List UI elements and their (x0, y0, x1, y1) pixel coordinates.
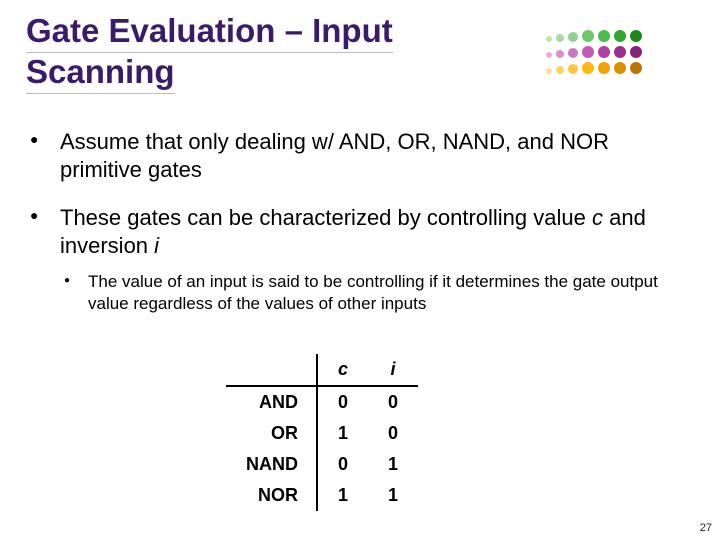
decorative-dot-matrix (544, 28, 694, 76)
table-body: AND 0 0 OR 1 0 NAND 0 1 NOR 1 1 (226, 386, 418, 511)
sub-bullet-list: The value of an input is said to be cont… (64, 271, 670, 315)
title-line-1: Gate Evaluation – Input (26, 12, 393, 53)
sub-bullet-1-text: The value of an input is said to be cont… (88, 272, 658, 313)
dot (630, 46, 642, 58)
dot (568, 64, 578, 74)
table-row: NOR 1 1 (226, 480, 418, 511)
cell-i: 0 (368, 386, 418, 418)
bullet-1-text: Assume that only dealing w/ AND, OR, NAN… (60, 129, 609, 182)
bullet-list: Assume that only dealing w/ AND, OR, NAN… (30, 128, 670, 315)
dot (614, 46, 626, 58)
dot-row (544, 60, 694, 76)
cell-c: 0 (317, 449, 368, 480)
content-area: Assume that only dealing w/ AND, OR, NAN… (30, 128, 670, 335)
dot (630, 62, 642, 74)
table-row: NAND 0 1 (226, 449, 418, 480)
table-header-i: i (368, 354, 418, 386)
dot (568, 32, 578, 42)
table-header-c: c (317, 354, 368, 386)
title-line-2: Scanning (26, 53, 175, 94)
bullet-2-var-i: i (154, 233, 159, 258)
cell-c: 1 (317, 418, 368, 449)
cell-i: 1 (368, 449, 418, 480)
dot (614, 62, 626, 74)
dot (546, 68, 552, 74)
cell-gate: NOR (226, 480, 317, 511)
dot (598, 62, 610, 74)
cell-i: 1 (368, 480, 418, 511)
dot (598, 30, 610, 42)
dot (546, 36, 552, 42)
dot (630, 30, 642, 42)
bullet-2-var-c: c (592, 205, 603, 230)
cell-c: 1 (317, 480, 368, 511)
dot (582, 62, 594, 74)
dot (556, 50, 564, 58)
table-header-blank (226, 354, 317, 386)
gate-table: c i AND 0 0 OR 1 0 NAND 0 1 NOR 1 (226, 354, 418, 511)
dot (598, 46, 610, 58)
sub-bullet-1: The value of an input is said to be cont… (64, 271, 670, 315)
dot (556, 34, 564, 42)
dot (556, 66, 564, 74)
cell-gate: AND (226, 386, 317, 418)
page-number: 27 (700, 522, 712, 534)
dot-row (544, 44, 694, 60)
table-header-row: c i (226, 354, 418, 386)
bullet-2-text-pre: These gates can be characterized by cont… (60, 205, 592, 230)
dot (614, 30, 626, 42)
slide-title: Gate Evaluation – Input Scanning (26, 12, 506, 94)
dot (568, 48, 578, 58)
cell-c: 0 (317, 386, 368, 418)
dot-row (544, 28, 694, 44)
dot (546, 52, 552, 58)
table-row: AND 0 0 (226, 386, 418, 418)
table-row: OR 1 0 (226, 418, 418, 449)
bullet-2: These gates can be characterized by cont… (30, 204, 670, 315)
bullet-1: Assume that only dealing w/ AND, OR, NAN… (30, 128, 670, 184)
cell-gate: NAND (226, 449, 317, 480)
dot (582, 30, 594, 42)
cell-i: 0 (368, 418, 418, 449)
cell-gate: OR (226, 418, 317, 449)
gate-table-wrap: c i AND 0 0 OR 1 0 NAND 0 1 NOR 1 (226, 354, 506, 511)
dot (582, 46, 594, 58)
